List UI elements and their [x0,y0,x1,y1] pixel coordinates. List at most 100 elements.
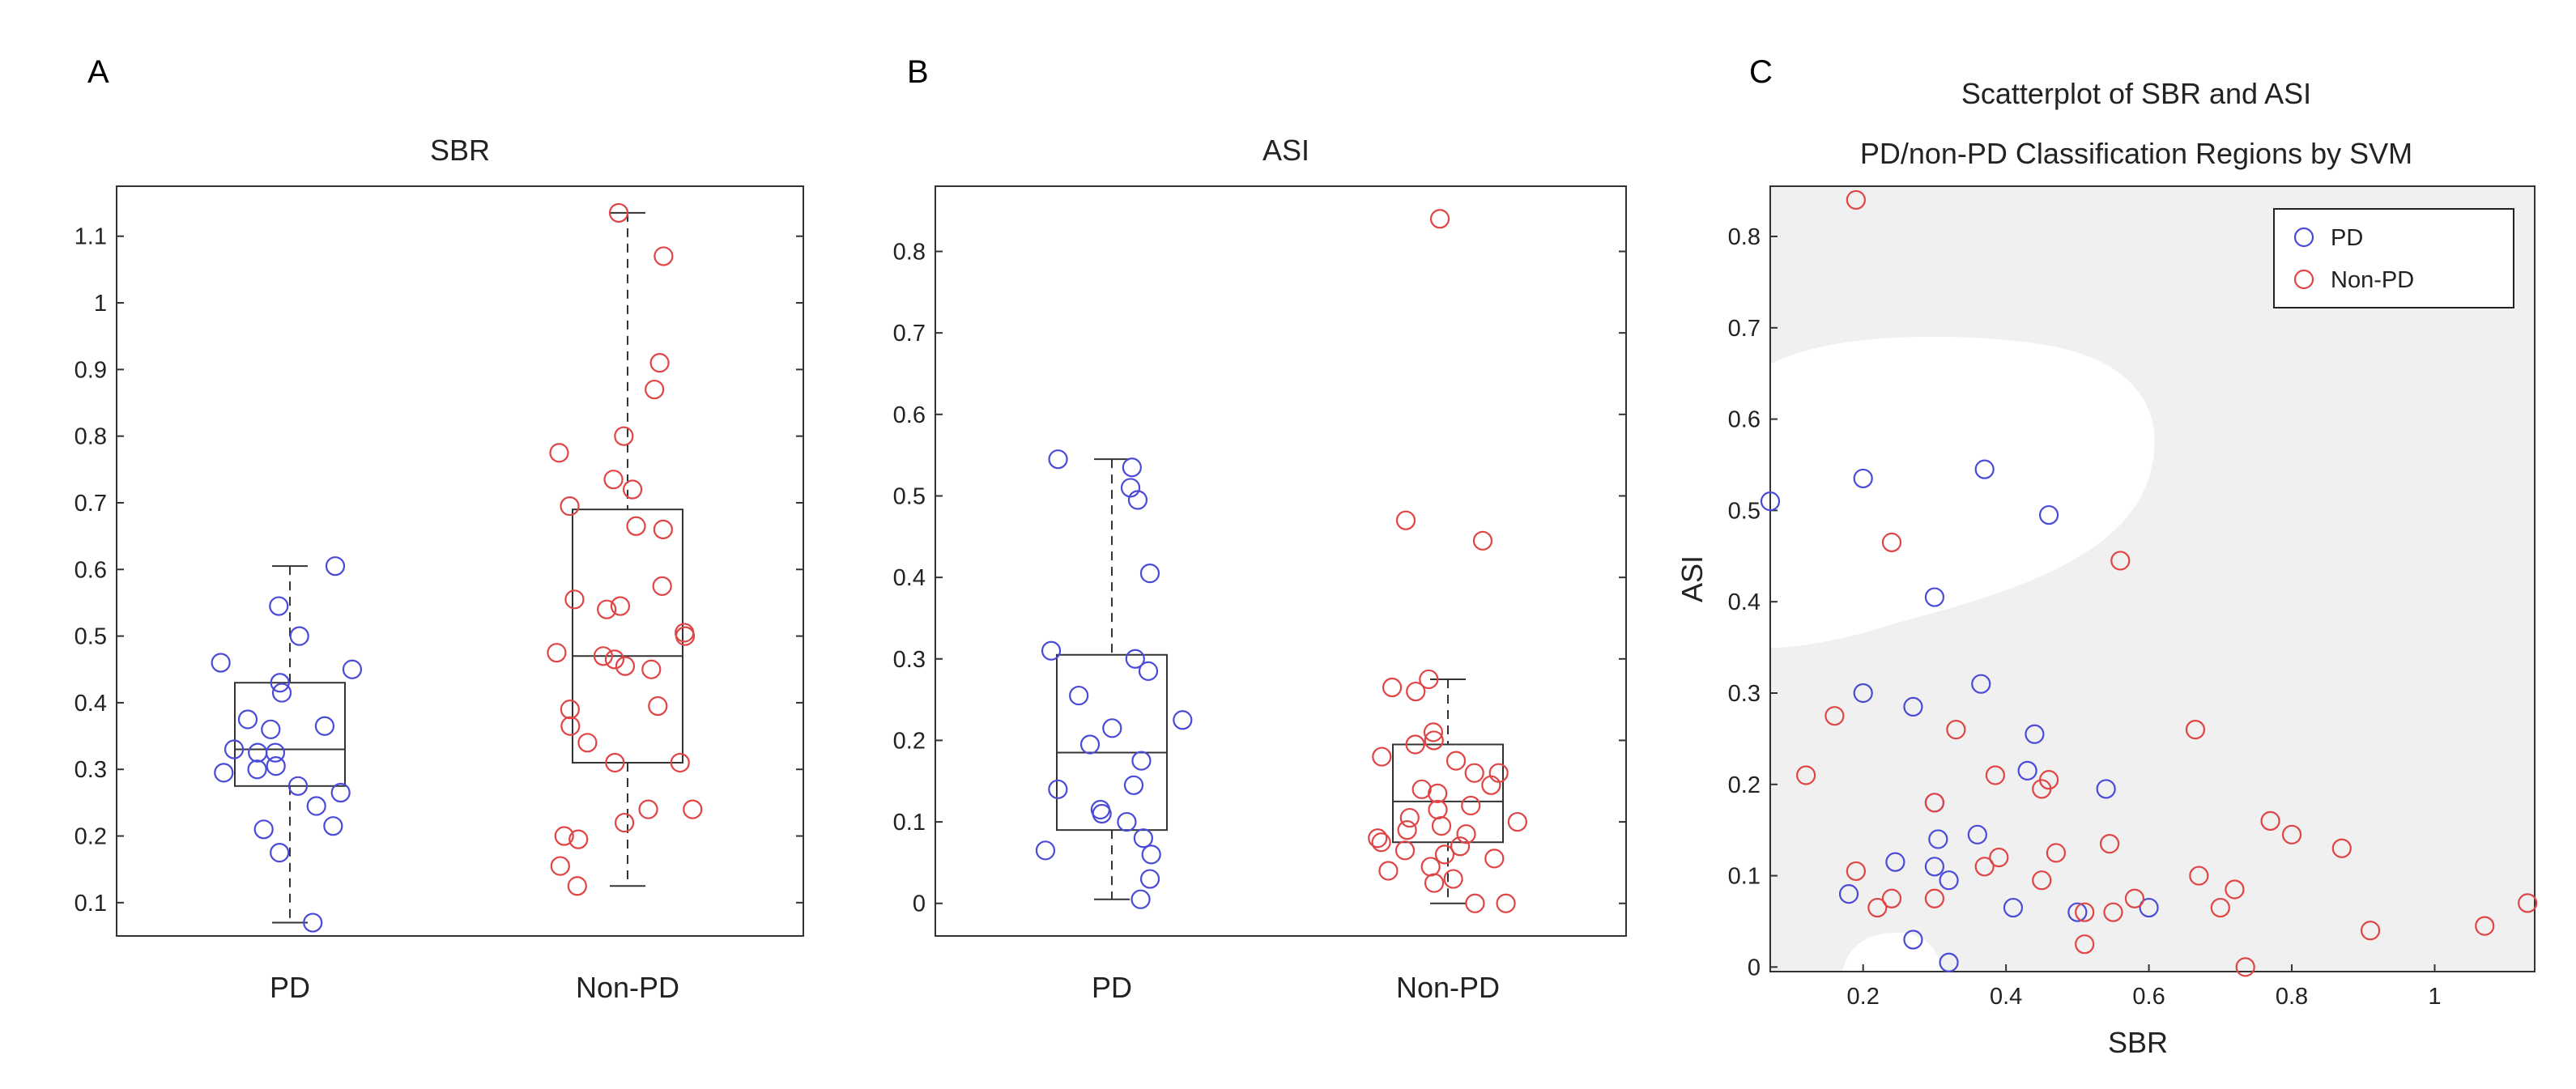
legend-pd-marker [2293,227,2314,248]
data-point-pd [1035,840,1056,861]
panel-a-axes [116,185,804,937]
data-point-pd [1117,811,1137,832]
scatter-point-pd [1853,683,1873,704]
data-point-nonpd [653,519,673,540]
scatter-point-nonpd [2032,779,2052,799]
panel-letter-b: B [907,54,929,90]
data-point-nonpd [550,856,570,876]
c-ytick-label: 0.1 [1728,864,1761,890]
data-point-nonpd [1428,783,1448,803]
data-point-nonpd [1446,751,1467,771]
b-ytick-label: 0.3 [893,647,926,673]
scatter-point-pd [2038,504,2059,525]
panel-b-title: ASI [1262,134,1309,167]
legend-box [2273,208,2514,308]
data-point-pd [306,796,326,816]
data-point-nonpd [1423,722,1444,742]
scatter-point-pd [1974,459,1995,479]
scatter-point-nonpd [2189,866,2209,886]
scatter-point-pd [1971,674,1991,694]
data-point-nonpd [1382,677,1403,698]
scatter-point-nonpd [1989,847,2009,868]
scatter-point-pd [1760,491,1781,512]
data-point-pd [323,816,343,836]
data-point-pd [1173,710,1193,730]
data-point-pd [1139,563,1160,584]
data-point-pd [224,739,245,759]
scatter-point-nonpd [2475,916,2495,936]
data-point-pd [261,719,281,739]
panel-c-title-line1: Scatterplot of SBR and ASI [1961,77,2311,110]
data-point-pd [1131,751,1152,771]
data-point-pd [1122,457,1142,478]
scatter-point-nonpd [2124,888,2145,908]
panel-c-xlabel: SBR [2108,1026,2168,1059]
panel-c-axes [1769,185,2536,972]
data-point-nonpd [549,443,569,463]
data-point-nonpd [610,596,631,616]
a-ytick-label: 0.4 [75,691,107,717]
c-ytick-label: 0.4 [1728,589,1761,615]
scatter-point-nonpd [1846,861,1866,882]
data-point-nonpd [670,752,690,773]
scatter-point-nonpd [2235,957,2255,977]
scatter-point-pd [1939,952,1959,972]
b-ytick-label: 0.1 [893,810,926,836]
panel-c-legend: PD Non-PD [2273,208,2514,308]
c-xtick-label: 0.8 [2276,984,2308,1010]
data-point-nonpd [648,696,668,717]
scatter-point-nonpd [2225,879,2245,900]
a-ytick-label: 0.7 [75,491,107,517]
scatter-point-nonpd [2260,810,2280,831]
panel-a-xcat-pd: PD [270,971,310,1004]
data-point-nonpd [1464,763,1484,783]
data-point-nonpd [1461,795,1481,816]
a-ytick-label: 1 [94,291,107,317]
data-point-nonpd [1429,209,1450,229]
data-point-pd [314,716,335,736]
data-point-nonpd [1368,828,1388,849]
scatter-point-pd [2003,897,2024,918]
b-ytick-label: 0 [913,891,926,917]
data-point-nonpd [547,643,567,663]
data-point-pd [270,673,290,693]
panel-a: A SBR 0.1 0.2 0.3 0.4 0.5 0.6 0.7 0.8 0.9 1 1.1 PD… [75,54,804,1004]
panel-b-xcat-nonpd: Non-PD [1396,971,1500,1004]
a-ytick-label: 0.5 [75,624,107,650]
data-point-nonpd [1424,873,1445,893]
data-point-nonpd [1450,836,1471,857]
data-point-nonpd [1371,832,1391,853]
data-point-nonpd [560,700,580,720]
scatter-point-nonpd [2032,870,2052,891]
scatter-point-pd [2139,897,2159,918]
data-point-pd [287,776,309,796]
scatter-point-pd [1924,587,1945,607]
data-point-pd [1133,828,1153,849]
svm-region-pd-lower [1842,932,1942,972]
scatter-point-nonpd [2331,838,2352,858]
data-point-pd [1102,718,1122,738]
data-point-pd [271,683,292,703]
data-point-nonpd [1394,840,1416,861]
data-point-pd [1120,478,1141,498]
scatter-point-pd [1903,929,1923,950]
data-point-nonpd [1405,734,1425,755]
scatter-point-nonpd [2360,921,2381,941]
data-point-pd [1048,779,1068,799]
panel-letter-c: C [1749,54,1773,90]
data-point-nonpd [1399,807,1420,828]
data-point-pd [269,596,289,616]
data-point-nonpd [1424,730,1444,751]
scatter-point-pd [1853,468,1873,489]
data-point-nonpd [560,716,581,736]
svm-region-pd-upper [1770,336,2155,648]
panel-letter-a: A [87,54,109,90]
data-point-nonpd [622,479,643,500]
c-ytick-label: 0 [1748,955,1761,981]
data-point-nonpd [603,470,624,490]
data-point-nonpd [568,829,589,849]
data-point-nonpd [1465,893,1485,913]
scatter-point-pd [2017,760,2037,781]
data-point-nonpd [652,576,672,596]
b-ytick-label: 0.5 [893,483,926,509]
